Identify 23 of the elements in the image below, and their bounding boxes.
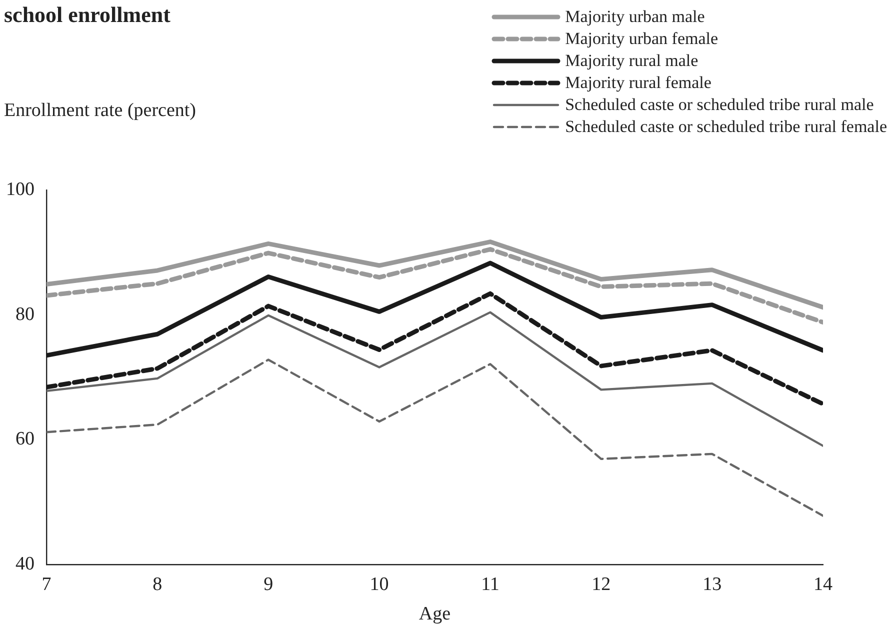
legend-label: Majority urban female	[565, 28, 718, 50]
y-tick-label: 100	[6, 178, 34, 200]
x-axis-title: Age	[418, 604, 451, 625]
legend-label: Scheduled caste or scheduled tribe rural male	[565, 94, 874, 116]
x-tick-label: 14	[814, 574, 833, 595]
x-tick-label: 13	[702, 574, 722, 595]
y-tick-label: 40	[16, 553, 34, 574]
x-tick-label: 8	[152, 574, 162, 595]
legend-label: Majority rural female	[565, 72, 712, 94]
x-tick-label: 11	[481, 574, 500, 595]
y-tick-label: 80	[16, 304, 34, 325]
y-tick-label: 60	[16, 428, 34, 450]
y-axis-title: Enrollment rate (percent)	[4, 100, 196, 122]
chart-title: school enrollment	[4, 2, 170, 28]
legend-label: Majority rural male	[565, 50, 698, 72]
line-series	[46, 358, 823, 517]
x-tick-label: 12	[592, 574, 611, 595]
x-tick-label: 9	[264, 574, 274, 595]
x-tick-label: 7	[42, 574, 52, 595]
legend-label: Majority urban male	[565, 6, 705, 28]
x-tick-label: 10	[370, 574, 389, 595]
legend-label: Scheduled caste or scheduled tribe rural female	[565, 116, 887, 138]
line-series	[46, 247, 823, 325]
